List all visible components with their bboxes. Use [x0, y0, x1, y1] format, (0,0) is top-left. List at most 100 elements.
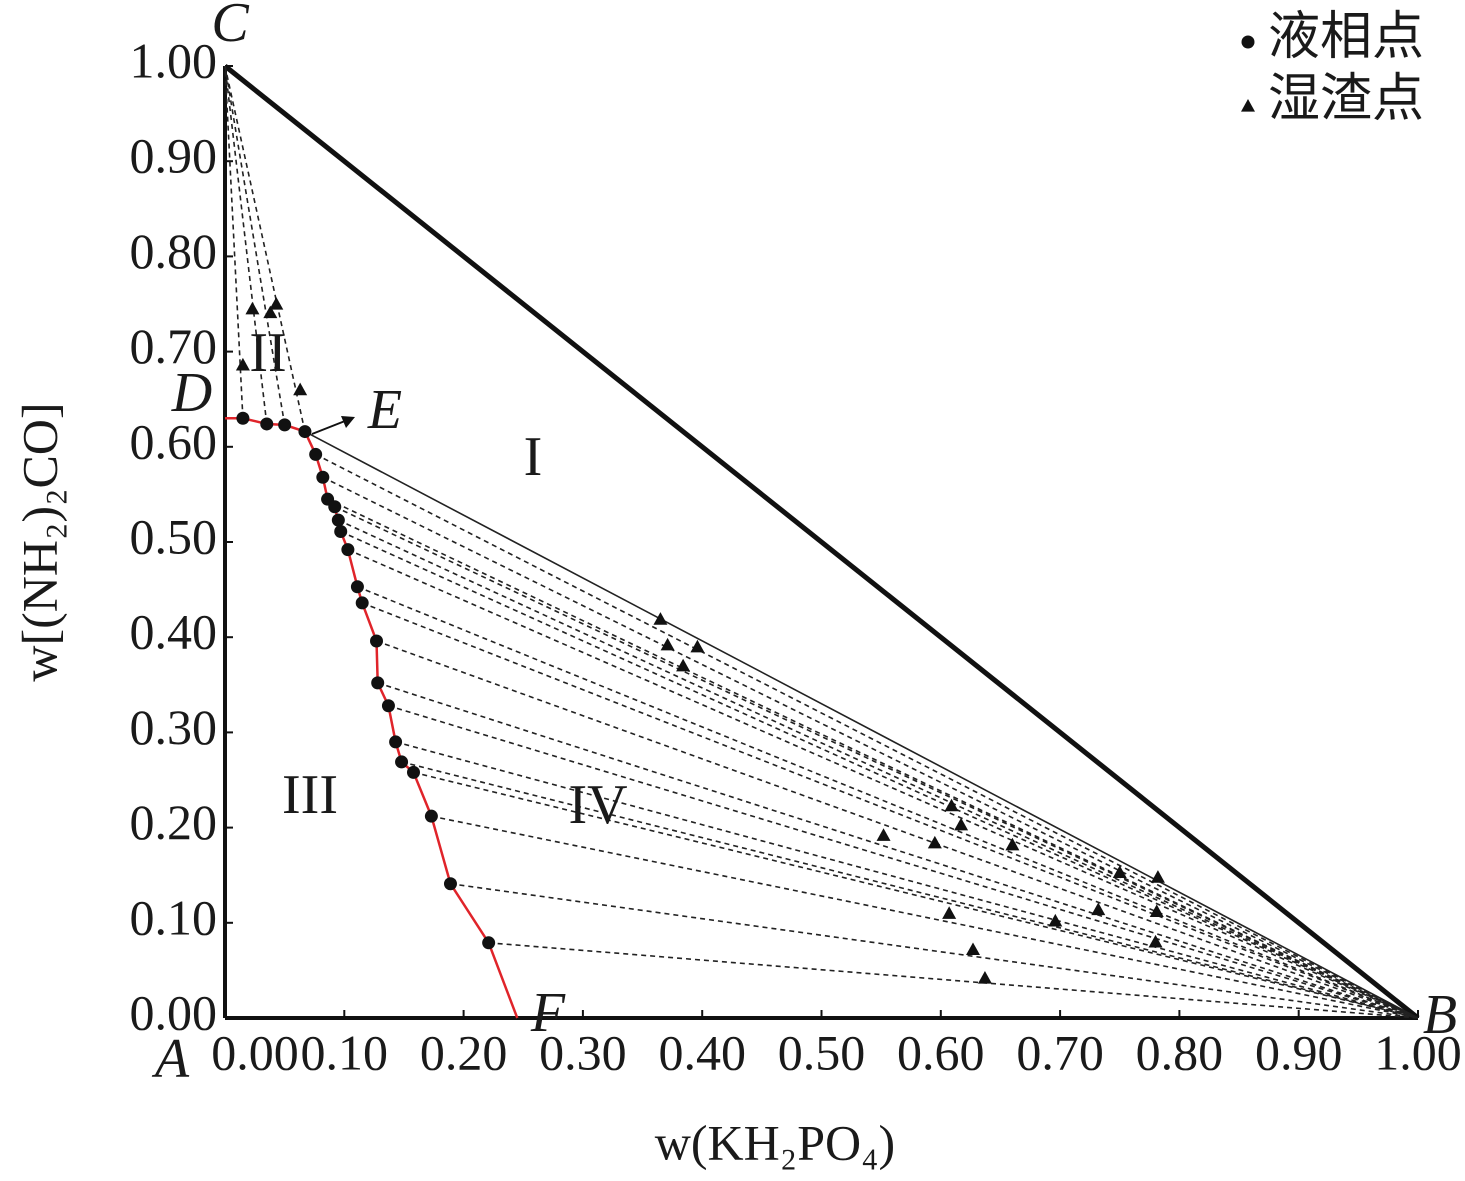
annotation: C	[211, 0, 249, 54]
point	[1048, 913, 1063, 927]
tie-line	[395, 741, 1419, 1019]
tie-line	[322, 476, 1419, 1019]
y-tick-label: 0.50	[130, 508, 218, 564]
point	[1148, 934, 1163, 948]
point	[355, 596, 369, 610]
y-tick-label: 0.00	[130, 984, 218, 1040]
point	[676, 658, 691, 672]
y-tick-label: 0.70	[130, 318, 218, 374]
point	[660, 637, 675, 651]
point	[263, 305, 278, 319]
point	[876, 828, 891, 841]
point	[309, 447, 323, 461]
point	[954, 817, 969, 831]
point	[328, 500, 342, 514]
legend-label: 湿渣点	[1268, 71, 1424, 128]
x-tick-label: 0.50	[778, 1024, 866, 1080]
tie-line	[450, 882, 1419, 1019]
point	[424, 809, 438, 823]
point	[927, 835, 942, 849]
x-tick-label: 0.40	[658, 1024, 746, 1080]
point	[298, 425, 312, 439]
y-tick-label: 0.10	[130, 889, 218, 945]
y-tick-label: 1.00	[130, 32, 218, 88]
arrowhead	[341, 416, 355, 428]
annotation: III	[282, 764, 338, 826]
tie-line	[401, 761, 1419, 1019]
annotation: A	[151, 1028, 190, 1090]
annotation: I	[524, 426, 543, 488]
point	[371, 676, 385, 690]
x-tick-label: 0.60	[897, 1024, 985, 1080]
legend-marker	[1241, 35, 1255, 49]
annotation: IV	[568, 774, 627, 836]
x-tick-label: 0.00	[211, 1024, 299, 1080]
solubility-curve	[225, 416, 519, 1019]
point	[269, 297, 284, 310]
point	[1149, 904, 1164, 917]
tie-line	[334, 506, 1419, 1019]
point	[395, 755, 409, 769]
point	[653, 612, 668, 625]
tie-line	[327, 498, 1419, 1019]
point	[341, 543, 355, 557]
x-axis-label: w(KH₂PO₄)	[655, 1114, 895, 1170]
point	[443, 877, 457, 891]
legend-marker	[1241, 99, 1255, 112]
x-tick-label: 0.20	[420, 1024, 508, 1080]
y-tick-label: 0.90	[130, 128, 218, 184]
tie-line	[347, 548, 1419, 1019]
y-tick-label: 0.30	[130, 699, 218, 755]
annotation: D	[171, 362, 212, 424]
tie-line	[431, 815, 1419, 1019]
point	[966, 942, 981, 956]
point	[406, 765, 420, 779]
tie-line	[376, 640, 1419, 1019]
point	[690, 639, 705, 653]
tie-line	[340, 530, 1419, 1019]
y-tick-label: 0.80	[130, 223, 218, 279]
point	[278, 418, 292, 432]
point	[316, 470, 330, 484]
point	[381, 699, 395, 713]
point	[370, 634, 384, 648]
annotation: F	[530, 982, 566, 1044]
tie-line	[224, 65, 268, 425]
tie-line	[488, 941, 1419, 1019]
tie-line	[224, 65, 286, 426]
point	[350, 580, 364, 594]
y-tick-label: 0.40	[130, 604, 218, 660]
arrow	[311, 420, 346, 435]
tie-line	[377, 682, 1419, 1019]
point	[1150, 870, 1165, 883]
tie-line	[304, 430, 1419, 1019]
tie-line	[361, 602, 1419, 1019]
x-tick-label: 0.70	[1016, 1024, 1104, 1080]
hypotenuse	[223, 64, 1420, 1020]
point	[331, 513, 345, 527]
point	[245, 301, 260, 315]
x-tick-label: 0.90	[1255, 1024, 1343, 1080]
tie-line	[388, 704, 1419, 1019]
point	[235, 357, 250, 371]
point	[334, 525, 348, 539]
tie-line	[337, 519, 1419, 1019]
annotation: B	[1423, 984, 1457, 1046]
annotation: E	[367, 379, 402, 441]
tie-line	[413, 771, 1419, 1019]
point	[1091, 902, 1106, 916]
point	[293, 382, 308, 396]
point	[977, 971, 992, 984]
annotation: II	[249, 322, 286, 384]
point	[944, 798, 959, 812]
tie-line	[357, 586, 1419, 1019]
point	[236, 411, 250, 425]
x-tick-label: 1.00	[1374, 1024, 1462, 1080]
y-tick-label: 0.20	[130, 794, 218, 850]
legend-label: 液相点	[1268, 9, 1424, 66]
point	[942, 906, 957, 919]
tie-line	[224, 65, 244, 419]
point	[482, 936, 496, 950]
point	[389, 735, 403, 749]
